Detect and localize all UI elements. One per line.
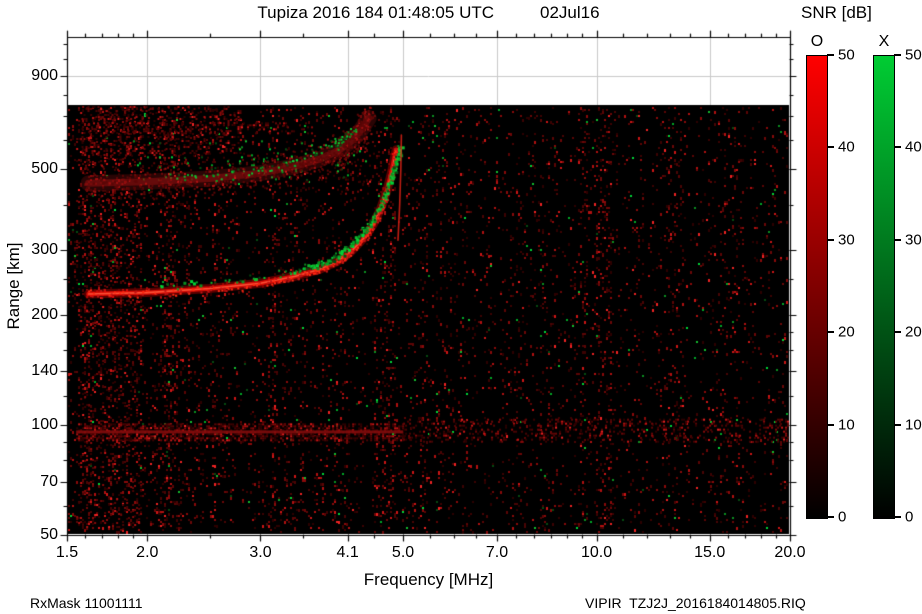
x-axis-label: Frequency [MHz] — [363, 570, 494, 589]
x-tick-label: 5.0 — [391, 544, 415, 561]
colorbar-tick-mark — [894, 331, 901, 334]
colorbar-tick-label: 10 — [838, 416, 855, 434]
y-tick-label: 70 — [40, 472, 58, 490]
colorbar-tick-mark — [827, 423, 834, 426]
x-tick-label: 2.0 — [136, 544, 159, 561]
colorbar-tick-mark — [894, 146, 901, 149]
y-tick-label: 50 — [40, 526, 58, 543]
colorbar-tick-label: 50 — [838, 46, 855, 64]
colorbar-tick-mark — [827, 516, 834, 518]
x-tick-label: 3.0 — [249, 544, 272, 561]
colorbar-tick-mark — [894, 423, 901, 426]
colorbar-tick-label: 10 — [905, 416, 922, 434]
x-tick-label: 15.0 — [694, 544, 726, 561]
x-tick-label: 1.5 — [55, 544, 79, 561]
y-tick-label: 200 — [31, 305, 58, 323]
colorbar-tick-label: 40 — [905, 138, 922, 156]
colorbar-tick-mark — [894, 54, 901, 56]
colorbar-tick-mark — [827, 238, 834, 241]
colorbar-tick-mark — [894, 238, 901, 241]
colorbar-tick-mark — [827, 146, 834, 149]
colorbar-tick-label: 40 — [838, 138, 855, 156]
y-tick-label: 140 — [31, 362, 58, 380]
title-date: 02Jul16 — [540, 3, 600, 22]
title-station-time: Tupiza 2016 184 01:48:05 UTC — [257, 3, 495, 22]
plot-title: Tupiza 2016 184 01:48:05 UTC 02Jul16 — [67, 3, 790, 23]
colorbar-title: SNR [dB] — [801, 3, 872, 22]
colorbar-tick-mark — [827, 331, 834, 334]
colorbar-o-label: O — [810, 33, 824, 50]
colorbar-o-gradient — [806, 55, 828, 519]
colorbar-tick-label: 0 — [838, 508, 847, 526]
x-tick-label: 7.0 — [485, 544, 509, 561]
colorbar-x-gradient — [873, 55, 895, 519]
colorbar-x-label: X — [878, 33, 890, 50]
filename-annotation: VIPIR TZJ2J_2016184014805.RIQ — [585, 595, 806, 611]
rxmask-annotation: RxMask 11001111 — [30, 595, 143, 611]
colorbar-tick-mark — [894, 516, 901, 518]
x-tick-label: 4.1 — [336, 544, 359, 561]
colorbar-tick-label: 50 — [905, 46, 922, 64]
colorbar-tick-label: 30 — [905, 231, 922, 249]
x-tick-label: 10.0 — [580, 544, 613, 561]
colorbar-tick-label: 20 — [905, 323, 922, 341]
y-tick-label: 300 — [31, 241, 58, 259]
y-tick-label: 900 — [31, 66, 58, 84]
colorbar-tick-label: 30 — [838, 231, 855, 249]
colorbar-tick-label: 0 — [905, 508, 914, 526]
colorbar-tick-label: 20 — [838, 323, 855, 341]
y-tick-label: 100 — [31, 415, 58, 433]
y-tick-label: 500 — [31, 160, 58, 178]
colorbar-tick-mark — [827, 54, 834, 56]
x-tick-label: 20.0 — [774, 544, 806, 561]
